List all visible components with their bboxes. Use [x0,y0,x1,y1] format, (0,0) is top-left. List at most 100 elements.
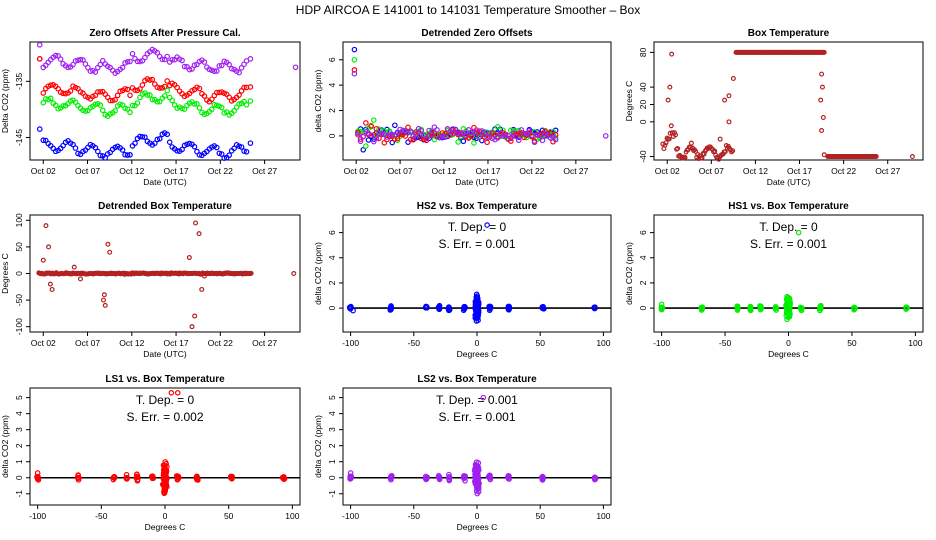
detrended-spike [107,249,113,255]
y-tick-label: 2 [327,443,337,448]
point-ls2 [402,128,409,135]
series-point-ls2 [226,61,232,68]
x-tick-label: -50 [95,511,108,521]
point-ls2 [442,134,448,141]
y-tick-label: -40 [638,150,648,163]
point-hs2 [479,137,485,144]
detrended-spike [77,276,83,282]
outlier-point [351,46,358,53]
detrended-spike [71,264,77,270]
detrended-spike [49,286,55,292]
scatter-point [506,476,512,482]
x-tick-label: Oct 12 [432,166,457,176]
late-point [909,154,915,160]
series-point-hs1 [99,107,106,114]
x-axis-label: Degrees C [457,349,498,359]
y-axis-label: delta CO2 (ppm) [313,69,323,132]
x-tick-label: -100 [342,511,359,521]
series-point-hs1 [161,93,168,99]
series-point-hs1 [134,100,141,106]
point-ls2 [539,137,546,144]
y-tick-label: 0 [638,305,648,310]
box-temp-point [682,155,688,161]
series-point-ls2 [72,58,79,64]
series-point-ls1 [241,84,247,91]
outlier-point [350,307,356,314]
panel-title: Detrended Box Temperature [98,201,232,212]
y-tick-label: -1 [327,490,337,498]
series-point-ls2 [159,56,166,63]
series-point-hs2 [166,139,173,145]
point-hs1 [455,139,461,145]
panel-detrended-zero-offsets: Detrended Zero Offsets Oct 02 Oct 07 Oct 12… [313,28,612,187]
point-ls2 [489,135,496,142]
series-point-ls2 [137,58,143,65]
series-point-hs1 [60,103,66,109]
point-ls2 [357,138,364,145]
series-point-hs2 [142,134,148,140]
x-tick-label: 50 [847,338,857,348]
series-point-ls1 [161,83,168,90]
outlier-point [347,470,354,476]
y-tick-label: 4 [327,255,337,260]
scatter-point [487,306,493,312]
point-ls1 [421,136,427,142]
point-ls1 [381,139,388,146]
x-tick-label: Oct 02 [344,166,369,176]
series-point-hs2 [221,155,228,161]
series-point-hs1 [156,98,163,105]
series-point-hs2 [75,150,81,157]
box-temp-excursion [820,114,826,120]
series-point-ls2 [97,61,104,68]
series-point-hs1 [144,92,151,98]
point-ls2 [418,127,425,134]
outlier-point [351,70,358,77]
scatter-point [446,307,452,314]
point-ls2 [476,134,482,141]
point-hs1 [386,128,393,135]
series-point-ls2 [191,62,198,69]
annotation-s-err: S. Err. = 0.001 [438,237,515,251]
scatter-point [435,304,442,311]
series-point-ls1 [47,82,54,88]
box-temp-excursion [730,75,736,81]
figure-title: HDP AIRCOA E 141001 to 141031 Temperatur… [296,3,640,17]
series-point-ls1 [156,85,163,91]
y-tick-label: 6 [638,230,648,235]
detrended-spike [105,241,111,247]
y-tick-label: 2 [327,280,337,285]
point-ls2 [397,126,403,133]
x-tick-label: Oct 22 [831,166,856,176]
series-point-hs2 [139,134,146,140]
series-point-ls1 [209,96,215,103]
scatter-point [734,304,741,311]
scatter-point [474,304,480,311]
point-ls1 [476,128,482,134]
y-tick-label: 5 [327,395,337,400]
outlier-point [795,229,802,236]
point-ls2 [534,132,540,138]
point-ls2 [521,131,527,137]
box-temp-excursion [726,119,732,125]
x-tick-label: 100 [596,338,610,348]
x-tick-label: Oct 17 [164,338,189,348]
x-tick-label: Oct 12 [119,338,144,348]
point-ls1 [413,129,419,135]
y-tick-label: 0 [14,475,24,480]
x-axis-label: Degrees C [768,349,809,359]
series-point-hs2 [119,147,126,153]
point-hs1 [363,143,369,149]
detrended-spike [189,324,195,330]
series-point-hs2 [186,140,193,147]
series-point-hs1 [117,101,123,108]
y-tick-label: 6 [327,230,337,235]
scatter-point [592,476,598,483]
annotation-t-dep: T. Dep. = 0 [136,393,195,407]
point-hs1 [370,117,377,123]
scatter-point [462,304,468,310]
series-point-hs1 [194,101,200,107]
scatter-point [161,485,168,492]
series-point-hs1 [169,97,175,104]
panel-title: Box Temperature [748,28,830,39]
